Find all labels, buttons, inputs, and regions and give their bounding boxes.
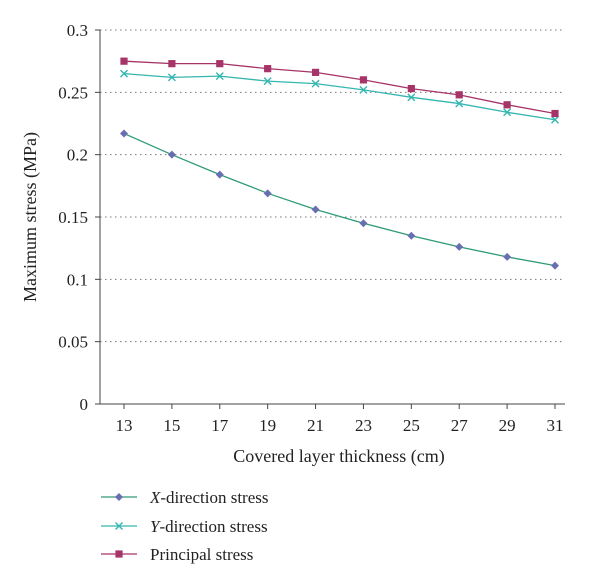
data-point: [455, 91, 463, 99]
x-tick-label: 23: [355, 416, 372, 435]
data-point: [215, 170, 224, 179]
legend-label-text: Principal stress: [150, 545, 253, 564]
legend-label: Principal stress: [150, 545, 253, 564]
data-point: [455, 99, 464, 108]
x-tick-label: 29: [499, 416, 516, 435]
legend-label-text: -direction stress: [160, 488, 268, 507]
y-tick-label: 0.1: [67, 270, 88, 289]
x-tick-label: 21: [307, 416, 324, 435]
data-point: [407, 93, 416, 102]
y-axis-title: Maximum stress (MPa): [20, 132, 41, 302]
x-tick-labels: 13 15 17 19 21 23 25 27 29 31: [116, 404, 564, 435]
data-point: [359, 219, 368, 228]
legend-label: Y-direction stress: [150, 517, 268, 536]
x-tick-label: 31: [547, 416, 564, 435]
x-tick-label: 27: [451, 416, 469, 435]
legend-label-text: -direction stress: [159, 517, 267, 536]
y-tick-label: 0.05: [58, 333, 88, 352]
data-point: [120, 129, 128, 138]
legend-label: X-direction stress: [149, 488, 269, 507]
data-point: [455, 242, 464, 251]
y-tick-labels: 0 0.05 0.1 0.15 0.2 0.25 0.3: [58, 21, 100, 414]
data-point: [359, 76, 368, 84]
x-tick-label: 19: [259, 416, 276, 435]
y-tick-label: 0.2: [67, 146, 88, 165]
data-point: [311, 79, 320, 88]
data-point: [503, 108, 512, 117]
legend-label-axis-letter: Y: [150, 517, 161, 536]
y-tick-label: 0.3: [67, 21, 88, 40]
legend-item: Y-direction stress: [101, 517, 268, 536]
legend-marker: [115, 550, 123, 558]
x-tick-label: 25: [403, 416, 420, 435]
data-point: [503, 101, 511, 109]
y-tick-label: 0: [80, 395, 89, 414]
data-point: [359, 85, 368, 94]
series-line: [123, 60, 556, 115]
data-point: [167, 150, 176, 159]
x-tick-label: 15: [163, 416, 180, 435]
data-point: [120, 57, 128, 65]
data-point: [311, 68, 320, 76]
series-2: [120, 57, 559, 118]
legend-marker: [115, 493, 123, 501]
data-point: [551, 261, 559, 270]
x-axis-title: Covered layer thickness (cm): [233, 446, 444, 467]
legend-marker: [115, 522, 123, 530]
series-line: [123, 72, 556, 121]
data-point: [263, 189, 272, 198]
legend-item: Principal stress: [101, 545, 253, 564]
data-point: [120, 69, 128, 78]
data-point: [503, 252, 512, 261]
data-point: [311, 205, 320, 214]
data-point: [407, 84, 415, 93]
legend-label-axis-letter: X: [149, 488, 161, 507]
data-point: [216, 60, 224, 68]
legend-item: X-direction stress: [101, 488, 269, 507]
data-point: [263, 77, 272, 86]
data-point: [264, 65, 272, 73]
data-point: [551, 109, 559, 118]
y-tick-label: 0.25: [58, 83, 88, 102]
series-line: [123, 132, 556, 267]
data-point: [551, 115, 559, 124]
x-tick-label: 13: [116, 416, 133, 435]
data-point: [215, 72, 224, 81]
data-point: [167, 73, 176, 82]
series-1: [120, 69, 559, 124]
x-tick-label: 17: [211, 416, 229, 435]
series-0: [120, 129, 559, 270]
data-point: [407, 231, 416, 240]
data-point: [168, 60, 176, 68]
y-tick-label: 0.15: [58, 208, 88, 227]
series: [120, 57, 559, 270]
